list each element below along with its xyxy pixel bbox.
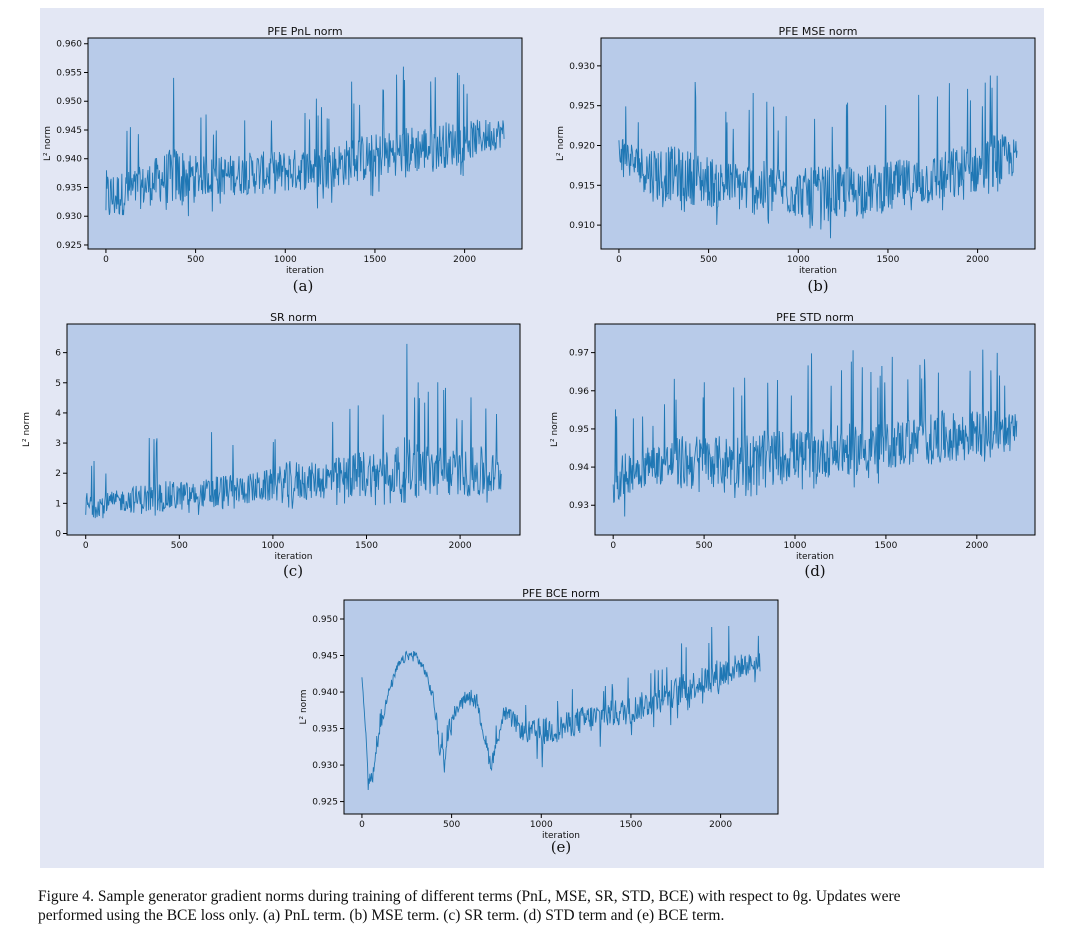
plot-area (343, 599, 779, 815)
y-tick-label: 0.925 (312, 798, 338, 808)
x-tick-label: 0 (616, 255, 622, 265)
y-tick-label: 0.950 (312, 615, 338, 625)
y-tick-label: 0.945 (56, 126, 82, 136)
y-tick-label: 0.935 (312, 725, 338, 735)
y-tick-label: 6 (55, 349, 61, 359)
figure-plots: 0.9250.9300.9350.9400.9450.9500.9550.960… (22, 25, 1036, 856)
y-tick-label: 0.96 (569, 387, 589, 397)
x-axis-label: iteration (799, 266, 837, 276)
y-tick-label: 0.930 (56, 212, 82, 222)
x-tick-label: 0 (359, 820, 365, 830)
x-tick-label: 500 (700, 255, 717, 265)
x-tick-label: 1000 (261, 541, 284, 551)
chart-title: PFE STD norm (776, 311, 854, 324)
subfigure-label: (b) (807, 277, 828, 295)
y-tick-label: 0.920 (569, 141, 595, 151)
plot-area (594, 323, 1036, 536)
x-axis-label: iteration (796, 552, 834, 562)
x-tick-label: 1000 (784, 541, 807, 551)
subfigure-label: (a) (293, 277, 314, 295)
chart-title: PFE PnL norm (267, 25, 342, 38)
x-axis-label: iteration (542, 831, 580, 841)
x-tick-label: 2000 (449, 541, 472, 551)
y-tick-label: 0.925 (56, 241, 82, 251)
y-tick-label: 5 (55, 379, 61, 389)
subfigure-label: (c) (283, 562, 303, 580)
y-tick-label: 2 (55, 469, 61, 479)
y-tick-label: 0.930 (312, 761, 338, 771)
series-line (361, 626, 761, 790)
x-axis-label: iteration (274, 552, 312, 562)
y-tick-label: 0.93 (569, 501, 589, 511)
figure-caption: Figure 4. Sample generator gradient norm… (38, 887, 1078, 925)
y-tick-label: 0.935 (56, 183, 82, 193)
x-tick-label: 1000 (787, 255, 810, 265)
y-axis-label: L² norm (22, 412, 32, 447)
x-tick-label: 500 (443, 820, 460, 830)
chart-3: 0 1 2 3 4 5 6 0 500 1000 1500 2000 SR norm iteration L… (22, 311, 521, 580)
y-tick-label: 0.930 (569, 62, 595, 72)
y-tick-label: 1 (55, 499, 61, 509)
x-tick-label: 1000 (530, 820, 553, 830)
y-tick-label: 0.960 (56, 40, 82, 50)
y-tick-label: 0.955 (56, 68, 82, 78)
x-tick-label: 2000 (709, 820, 732, 830)
y-tick-label: 0.925 (569, 102, 595, 112)
series-line (618, 75, 1018, 239)
x-tick-label: 1500 (876, 255, 899, 265)
x-tick-label: 2000 (965, 541, 988, 551)
caption-line-1: Figure 4. Sample generator gradient norm… (38, 888, 901, 905)
x-tick-label: 500 (171, 541, 188, 551)
chart-4: 0.93 0.94 0.95 0.96 0.97 0 500 1000 1500 2000 PFE … (550, 311, 1036, 580)
chart-2: 0.910 0.915 0.920 0.925 0.930 0 500 1000 1500 200… (556, 25, 1036, 295)
y-tick-label: 0.950 (56, 97, 82, 107)
subfigure-label: (e) (551, 838, 572, 856)
plot-area (600, 37, 1036, 250)
caption-line-2: performed using the BCE loss only. (a) P… (38, 907, 725, 924)
y-tick-label: 0.910 (569, 221, 595, 231)
x-tick-label: 2000 (453, 255, 476, 265)
y-axis-label: L² norm (550, 412, 560, 447)
x-tick-label: 1500 (619, 820, 642, 830)
series-line (85, 343, 502, 519)
x-tick-label: 0 (610, 541, 616, 551)
chart-title: PFE BCE norm (522, 587, 600, 600)
x-tick-label: 0 (83, 541, 89, 551)
chart-5: 0.925 0.930 0.935 0.940 0.945 0.950 0 500 1000 15… (299, 587, 779, 856)
chart-1: 0.925 0.930 0.935 0.940 0.945 0.950 0.955 0.960… (43, 25, 523, 295)
x-tick-label: 1500 (355, 541, 378, 551)
chart-title: PFE MSE norm (778, 25, 857, 38)
y-tick-label: 0.94 (569, 463, 589, 473)
y-axis-label: L² norm (299, 689, 309, 724)
y-axis-label: L² norm (556, 126, 566, 161)
x-tick-label: 0 (103, 255, 109, 265)
x-tick-label: 1500 (363, 255, 386, 265)
y-tick-label: 0.940 (312, 688, 338, 698)
y-tick-label: 4 (55, 409, 61, 419)
x-tick-label: 1000 (274, 255, 297, 265)
y-tick-label: 0.97 (569, 349, 589, 359)
plot-area (66, 323, 521, 536)
x-tick-label: 500 (187, 255, 204, 265)
y-tick-label: 3 (55, 439, 61, 449)
chart-title: SR norm (270, 311, 317, 324)
series-line (105, 66, 505, 217)
series-line (612, 349, 1018, 517)
y-tick-label: 0.940 (56, 155, 82, 165)
y-tick-label: 0.95 (569, 425, 589, 435)
y-axis-label: L² norm (43, 126, 53, 161)
y-tick-label: 0.945 (312, 652, 338, 662)
x-tick-label: 2000 (966, 255, 989, 265)
y-tick-label: 0.915 (569, 181, 595, 191)
y-tick-label: 0 (55, 529, 61, 539)
x-axis-label: iteration (286, 266, 324, 276)
x-tick-label: 1500 (874, 541, 897, 551)
subfigure-label: (d) (804, 562, 825, 580)
x-tick-label: 500 (695, 541, 712, 551)
